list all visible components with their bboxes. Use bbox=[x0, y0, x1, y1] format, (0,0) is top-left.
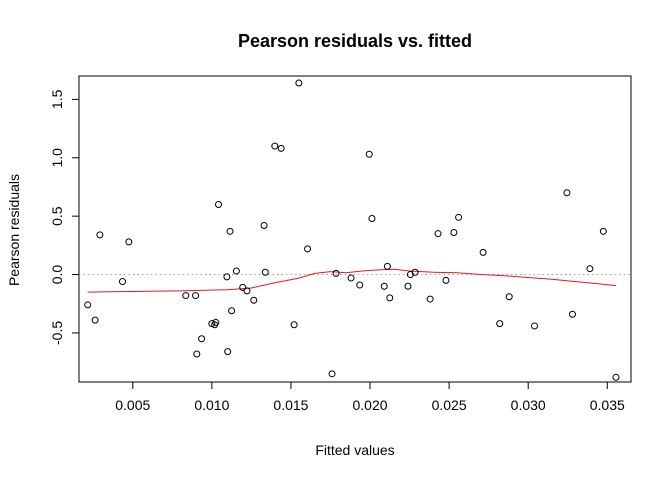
data-point bbox=[304, 245, 312, 253]
chart-marks: 0.005 0.010 0.015 0.020 0.025 0.030 0.035 -0.5 0… bbox=[49, 75, 632, 413]
y-tick-label: 0.0 bbox=[49, 265, 65, 285]
data-point bbox=[434, 230, 442, 238]
data-point bbox=[239, 283, 247, 291]
data-point bbox=[586, 265, 594, 273]
data-point bbox=[212, 318, 220, 326]
y-tick-label: 1.5 bbox=[49, 89, 65, 109]
data-point bbox=[386, 294, 394, 302]
data-point bbox=[347, 274, 355, 282]
data-point bbox=[277, 144, 285, 152]
data-point bbox=[450, 229, 458, 237]
data-point bbox=[232, 267, 240, 275]
data-point bbox=[250, 296, 258, 304]
data-point bbox=[442, 276, 450, 284]
data-point bbox=[295, 79, 303, 87]
data-point bbox=[261, 268, 269, 276]
y-tick-label: 0.5 bbox=[49, 206, 65, 226]
x-tick-label: 0.025 bbox=[432, 397, 467, 413]
data-point bbox=[198, 335, 206, 343]
x-tick-label: 0.035 bbox=[590, 397, 625, 413]
data-point bbox=[383, 262, 391, 270]
data-point bbox=[223, 273, 231, 281]
x-tick-label: 0.010 bbox=[194, 397, 229, 413]
x-tick-label: 0.005 bbox=[115, 397, 150, 413]
x-axis-label: Fitted values bbox=[315, 442, 394, 458]
data-point bbox=[118, 278, 126, 286]
data-point bbox=[404, 282, 412, 290]
y-tick-label: 1.0 bbox=[49, 148, 65, 168]
data-point bbox=[426, 295, 434, 303]
data-point bbox=[496, 320, 504, 328]
data-point bbox=[531, 322, 539, 330]
y-tick-label: -0.5 bbox=[49, 321, 65, 345]
data-point bbox=[599, 227, 607, 235]
data-point bbox=[224, 348, 232, 356]
data-point bbox=[96, 231, 104, 239]
data-point bbox=[91, 316, 99, 324]
data-point bbox=[215, 200, 223, 208]
data-point bbox=[226, 227, 234, 235]
x-tick-label: 0.015 bbox=[273, 397, 308, 413]
data-point bbox=[411, 268, 419, 276]
chart-title: Pearson residuals vs. fitted bbox=[238, 31, 472, 51]
data-point bbox=[380, 282, 388, 290]
data-point bbox=[271, 142, 279, 150]
data-point bbox=[332, 269, 340, 277]
data-point bbox=[84, 301, 92, 309]
smooth-trend-line bbox=[87, 268, 617, 293]
data-point bbox=[125, 238, 133, 246]
data-point bbox=[568, 310, 576, 318]
data-point bbox=[182, 292, 190, 300]
data-point bbox=[365, 150, 373, 158]
data-point bbox=[479, 248, 487, 256]
x-tick-label: 0.020 bbox=[353, 397, 388, 413]
data-point bbox=[612, 373, 620, 381]
data-point bbox=[260, 221, 268, 229]
data-point bbox=[328, 370, 336, 378]
data-point bbox=[368, 214, 376, 222]
data-point bbox=[563, 189, 571, 197]
data-point bbox=[455, 213, 463, 221]
data-point bbox=[243, 287, 251, 295]
data-point bbox=[192, 292, 200, 300]
data-point bbox=[505, 293, 513, 301]
plot-frame bbox=[78, 75, 632, 383]
data-point bbox=[290, 321, 298, 329]
data-point bbox=[356, 281, 364, 289]
y-axis-label: Pearson residuals bbox=[6, 174, 22, 286]
data-point bbox=[193, 350, 201, 358]
data-point bbox=[228, 307, 236, 315]
x-tick-label: 0.030 bbox=[511, 397, 546, 413]
